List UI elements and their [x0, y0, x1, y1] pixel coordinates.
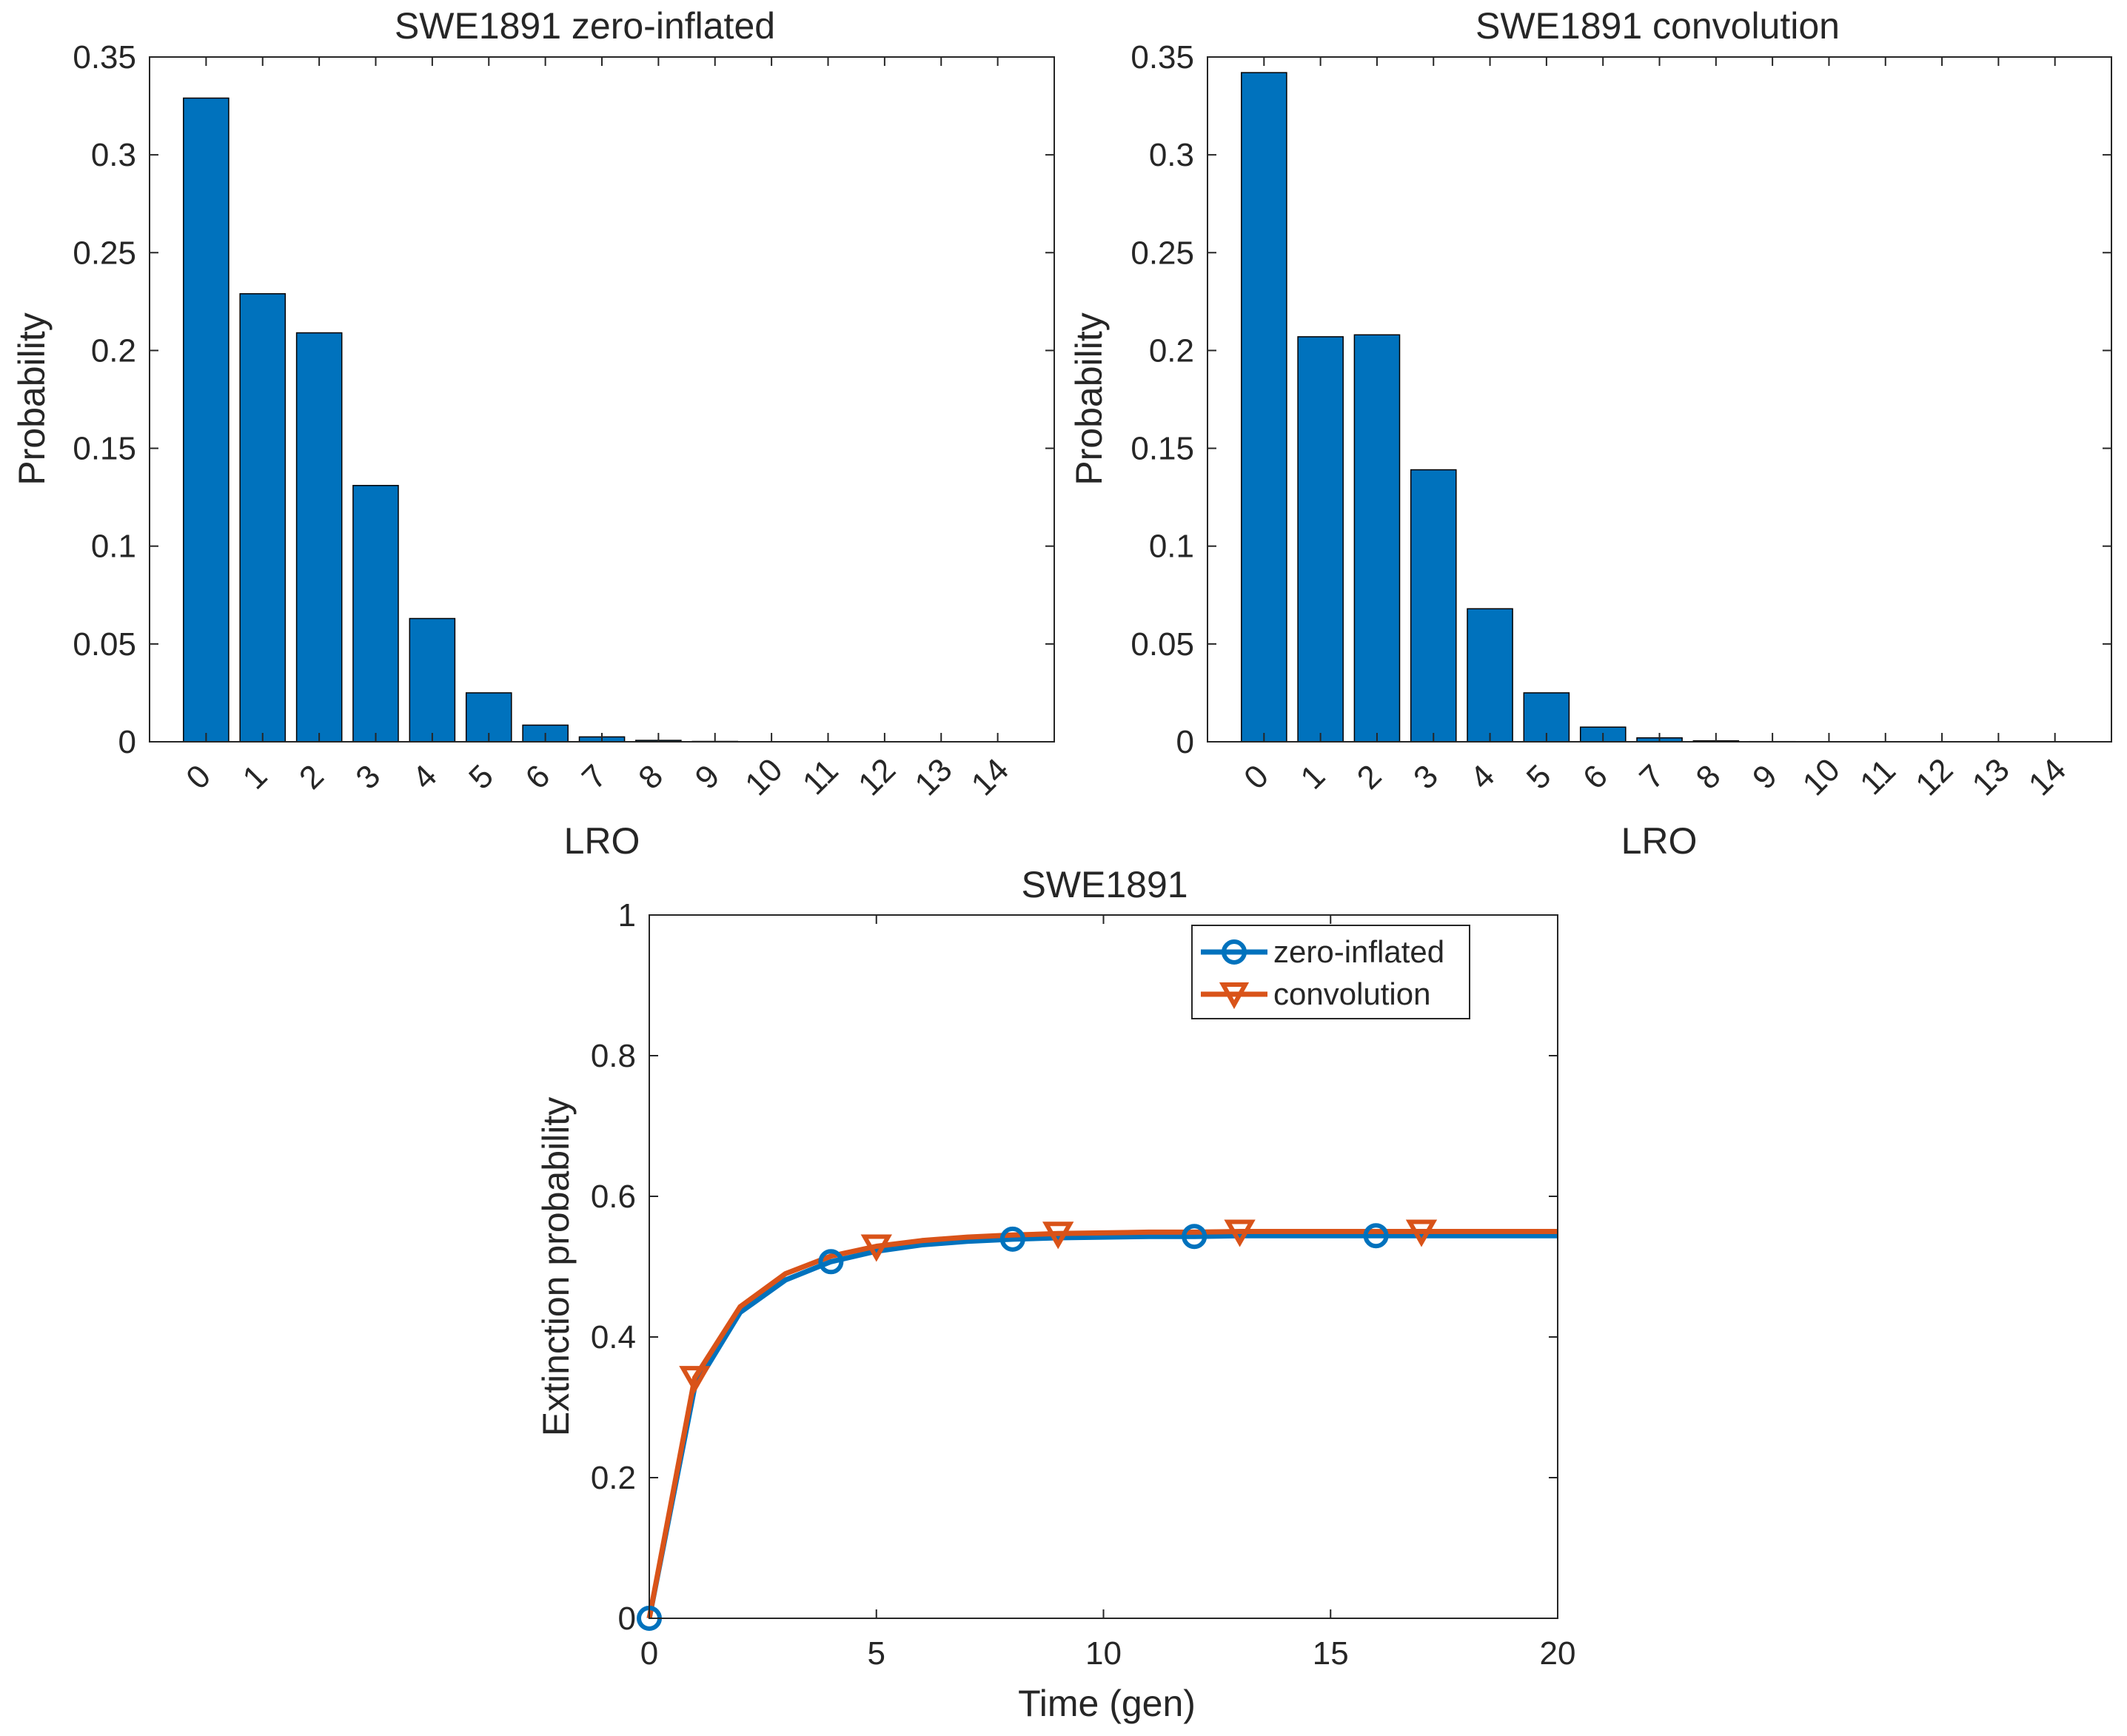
- y-tick-label: 0.2: [591, 1460, 636, 1496]
- bar-3: [1410, 469, 1457, 743]
- y-tick-label: 0.4: [591, 1319, 636, 1355]
- y-tick-label: 0.15: [1131, 431, 1194, 467]
- x-tick-label: 10: [1085, 1635, 1122, 1672]
- y-tick-label: 0.25: [1131, 235, 1194, 271]
- chart-title: SWE1891 convolution: [1475, 5, 1840, 47]
- chart-extinction: SWE1891 0 0.2 0.4 0.6 0.8 1 0 5 10 15 20 Extincti…: [535, 864, 1575, 1724]
- x-tick-label: 5: [868, 1635, 885, 1672]
- y-axis-label: Probability: [11, 312, 53, 485]
- y-tick-label: 0.35: [73, 39, 136, 76]
- legend-marker-circle: [1222, 939, 1247, 965]
- data-point-zero-inflated: [1182, 1224, 1207, 1250]
- data-point-convolution: [860, 1234, 892, 1262]
- data-point-convolution: [1224, 1219, 1256, 1247]
- chart-title: SWE1891 zero-inflated: [395, 5, 775, 47]
- y-axis-label: Extinction probability: [535, 1097, 577, 1437]
- x-tick-label: 15: [1313, 1635, 1349, 1672]
- y-tick-label: 0: [118, 724, 136, 760]
- y-tick-label: 0: [618, 1601, 636, 1637]
- data-point-zero-inflated: [818, 1249, 844, 1275]
- y-tick-label: 0: [1176, 724, 1194, 760]
- legend: zero-inflated convolution: [1191, 925, 1470, 1019]
- y-tick-label: 0.1: [1149, 529, 1194, 565]
- y-tick-label: 0.3: [91, 137, 136, 173]
- x-axis-label: LRO: [564, 820, 640, 862]
- y-tick-label: 0.05: [73, 626, 136, 663]
- y-tick-label: 0.25: [73, 235, 136, 271]
- legend-label: zero-inflated: [1273, 934, 1444, 969]
- y-tick-label: 0.6: [591, 1179, 636, 1215]
- y-tick-label: 0.15: [73, 431, 136, 467]
- legend-item-convolution: convolution: [1201, 976, 1430, 1011]
- y-tick-label: 0.05: [1131, 626, 1194, 663]
- x-axis-label: LRO: [1621, 820, 1698, 862]
- data-point-zero-inflated: [999, 1226, 1025, 1252]
- bar-1: [1297, 336, 1344, 743]
- bar-3: [352, 485, 399, 743]
- y-tick-label: 1: [618, 897, 636, 934]
- y-tick-label: 0.3: [1149, 137, 1194, 173]
- data-point-convolution: [1042, 1221, 1074, 1250]
- bar-4: [1467, 608, 1513, 743]
- y-tick-label: 0.8: [591, 1038, 636, 1074]
- x-tick-label: 0: [640, 1635, 658, 1672]
- bar-0: [183, 97, 230, 743]
- y-axis-label: Probability: [1068, 312, 1110, 485]
- y-tick-label: 0.1: [91, 529, 136, 565]
- y-tick-label: 0.35: [1131, 39, 1194, 76]
- x-axis-label: Time (gen): [1018, 1683, 1196, 1724]
- plot-area-frame: [649, 914, 1558, 1619]
- y-tick-label: 0.2: [91, 332, 136, 369]
- data-point-convolution: [679, 1366, 711, 1394]
- data-point-convolution: [1405, 1219, 1438, 1247]
- legend-label: convolution: [1273, 976, 1430, 1011]
- bar-0: [1241, 72, 1287, 743]
- bar-2: [1353, 334, 1401, 743]
- legend-item-zero-inflated: zero-inflated: [1201, 934, 1444, 969]
- series-line-zero-inflated: [646, 1233, 1558, 1619]
- bar-2: [295, 332, 343, 743]
- data-point-zero-inflated: [1363, 1223, 1389, 1249]
- plot-area-frame: [149, 56, 1055, 743]
- series-line-convolution: [646, 1229, 1558, 1619]
- y-tick-label: 0.2: [1149, 332, 1194, 369]
- legend-marker-triangle: [1219, 982, 1250, 1010]
- plot-area-frame: [1207, 56, 2112, 743]
- bar-4: [409, 617, 456, 743]
- chart-title: SWE1891: [1021, 864, 1188, 905]
- bar-1: [239, 293, 287, 743]
- x-tick-label: 20: [1540, 1635, 1576, 1672]
